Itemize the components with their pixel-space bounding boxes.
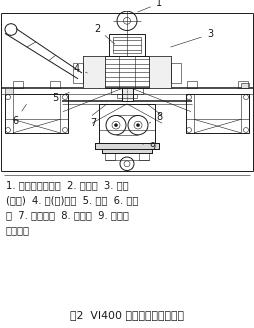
Text: 1: 1 bbox=[138, 0, 162, 12]
Text: (转子)  4. 圆(方)铁砦  5. 电机  6. 电机: (转子) 4. 圆(方)铁砦 5. 电机 6. 电机 bbox=[6, 195, 138, 205]
Bar bbox=[113, 37, 141, 53]
Bar bbox=[102, 149, 152, 153]
Bar bbox=[139, 153, 149, 160]
Circle shape bbox=[115, 124, 118, 127]
Bar bbox=[73, 63, 83, 83]
Text: 8: 8 bbox=[149, 113, 162, 123]
Bar bbox=[5, 89, 13, 94]
Text: 1. 进料带式输送机  2. 给料器  3. 叶轮: 1. 进料带式输送机 2. 给料器 3. 叶轮 bbox=[6, 180, 129, 190]
Bar bbox=[171, 63, 181, 83]
Bar bbox=[102, 149, 152, 153]
Text: 3: 3 bbox=[171, 29, 213, 47]
Circle shape bbox=[136, 124, 139, 127]
Bar bbox=[122, 89, 133, 101]
Bar bbox=[99, 104, 155, 143]
Text: 4: 4 bbox=[74, 64, 87, 74]
Bar bbox=[241, 83, 249, 89]
Bar bbox=[117, 94, 137, 98]
Bar bbox=[83, 55, 171, 89]
Bar bbox=[238, 81, 248, 89]
Bar bbox=[149, 55, 171, 89]
Bar bbox=[95, 143, 159, 149]
Text: 图2  VI400 立式破碎机结构简图: 图2 VI400 立式破碎机结构简图 bbox=[70, 310, 184, 320]
Bar bbox=[13, 81, 23, 89]
Bar bbox=[5, 94, 68, 133]
Bar bbox=[109, 34, 145, 55]
Bar bbox=[122, 89, 133, 101]
Text: 9: 9 bbox=[141, 142, 155, 153]
Bar bbox=[83, 55, 105, 89]
Text: 7: 7 bbox=[90, 118, 99, 128]
Text: 6: 6 bbox=[12, 104, 26, 126]
Text: 2: 2 bbox=[94, 24, 115, 44]
Bar bbox=[186, 94, 249, 133]
Bar bbox=[111, 89, 143, 94]
Text: 座  7. 三角带轮  8. 主轴笱  9. 出料带: 座 7. 三角带轮 8. 主轴笱 9. 出料带 bbox=[6, 210, 129, 220]
Bar bbox=[187, 81, 197, 89]
Bar bbox=[105, 153, 115, 160]
Text: 式输送机: 式输送机 bbox=[6, 225, 30, 235]
Bar bbox=[95, 143, 159, 149]
Bar bbox=[50, 81, 60, 89]
Text: 5: 5 bbox=[52, 92, 69, 103]
